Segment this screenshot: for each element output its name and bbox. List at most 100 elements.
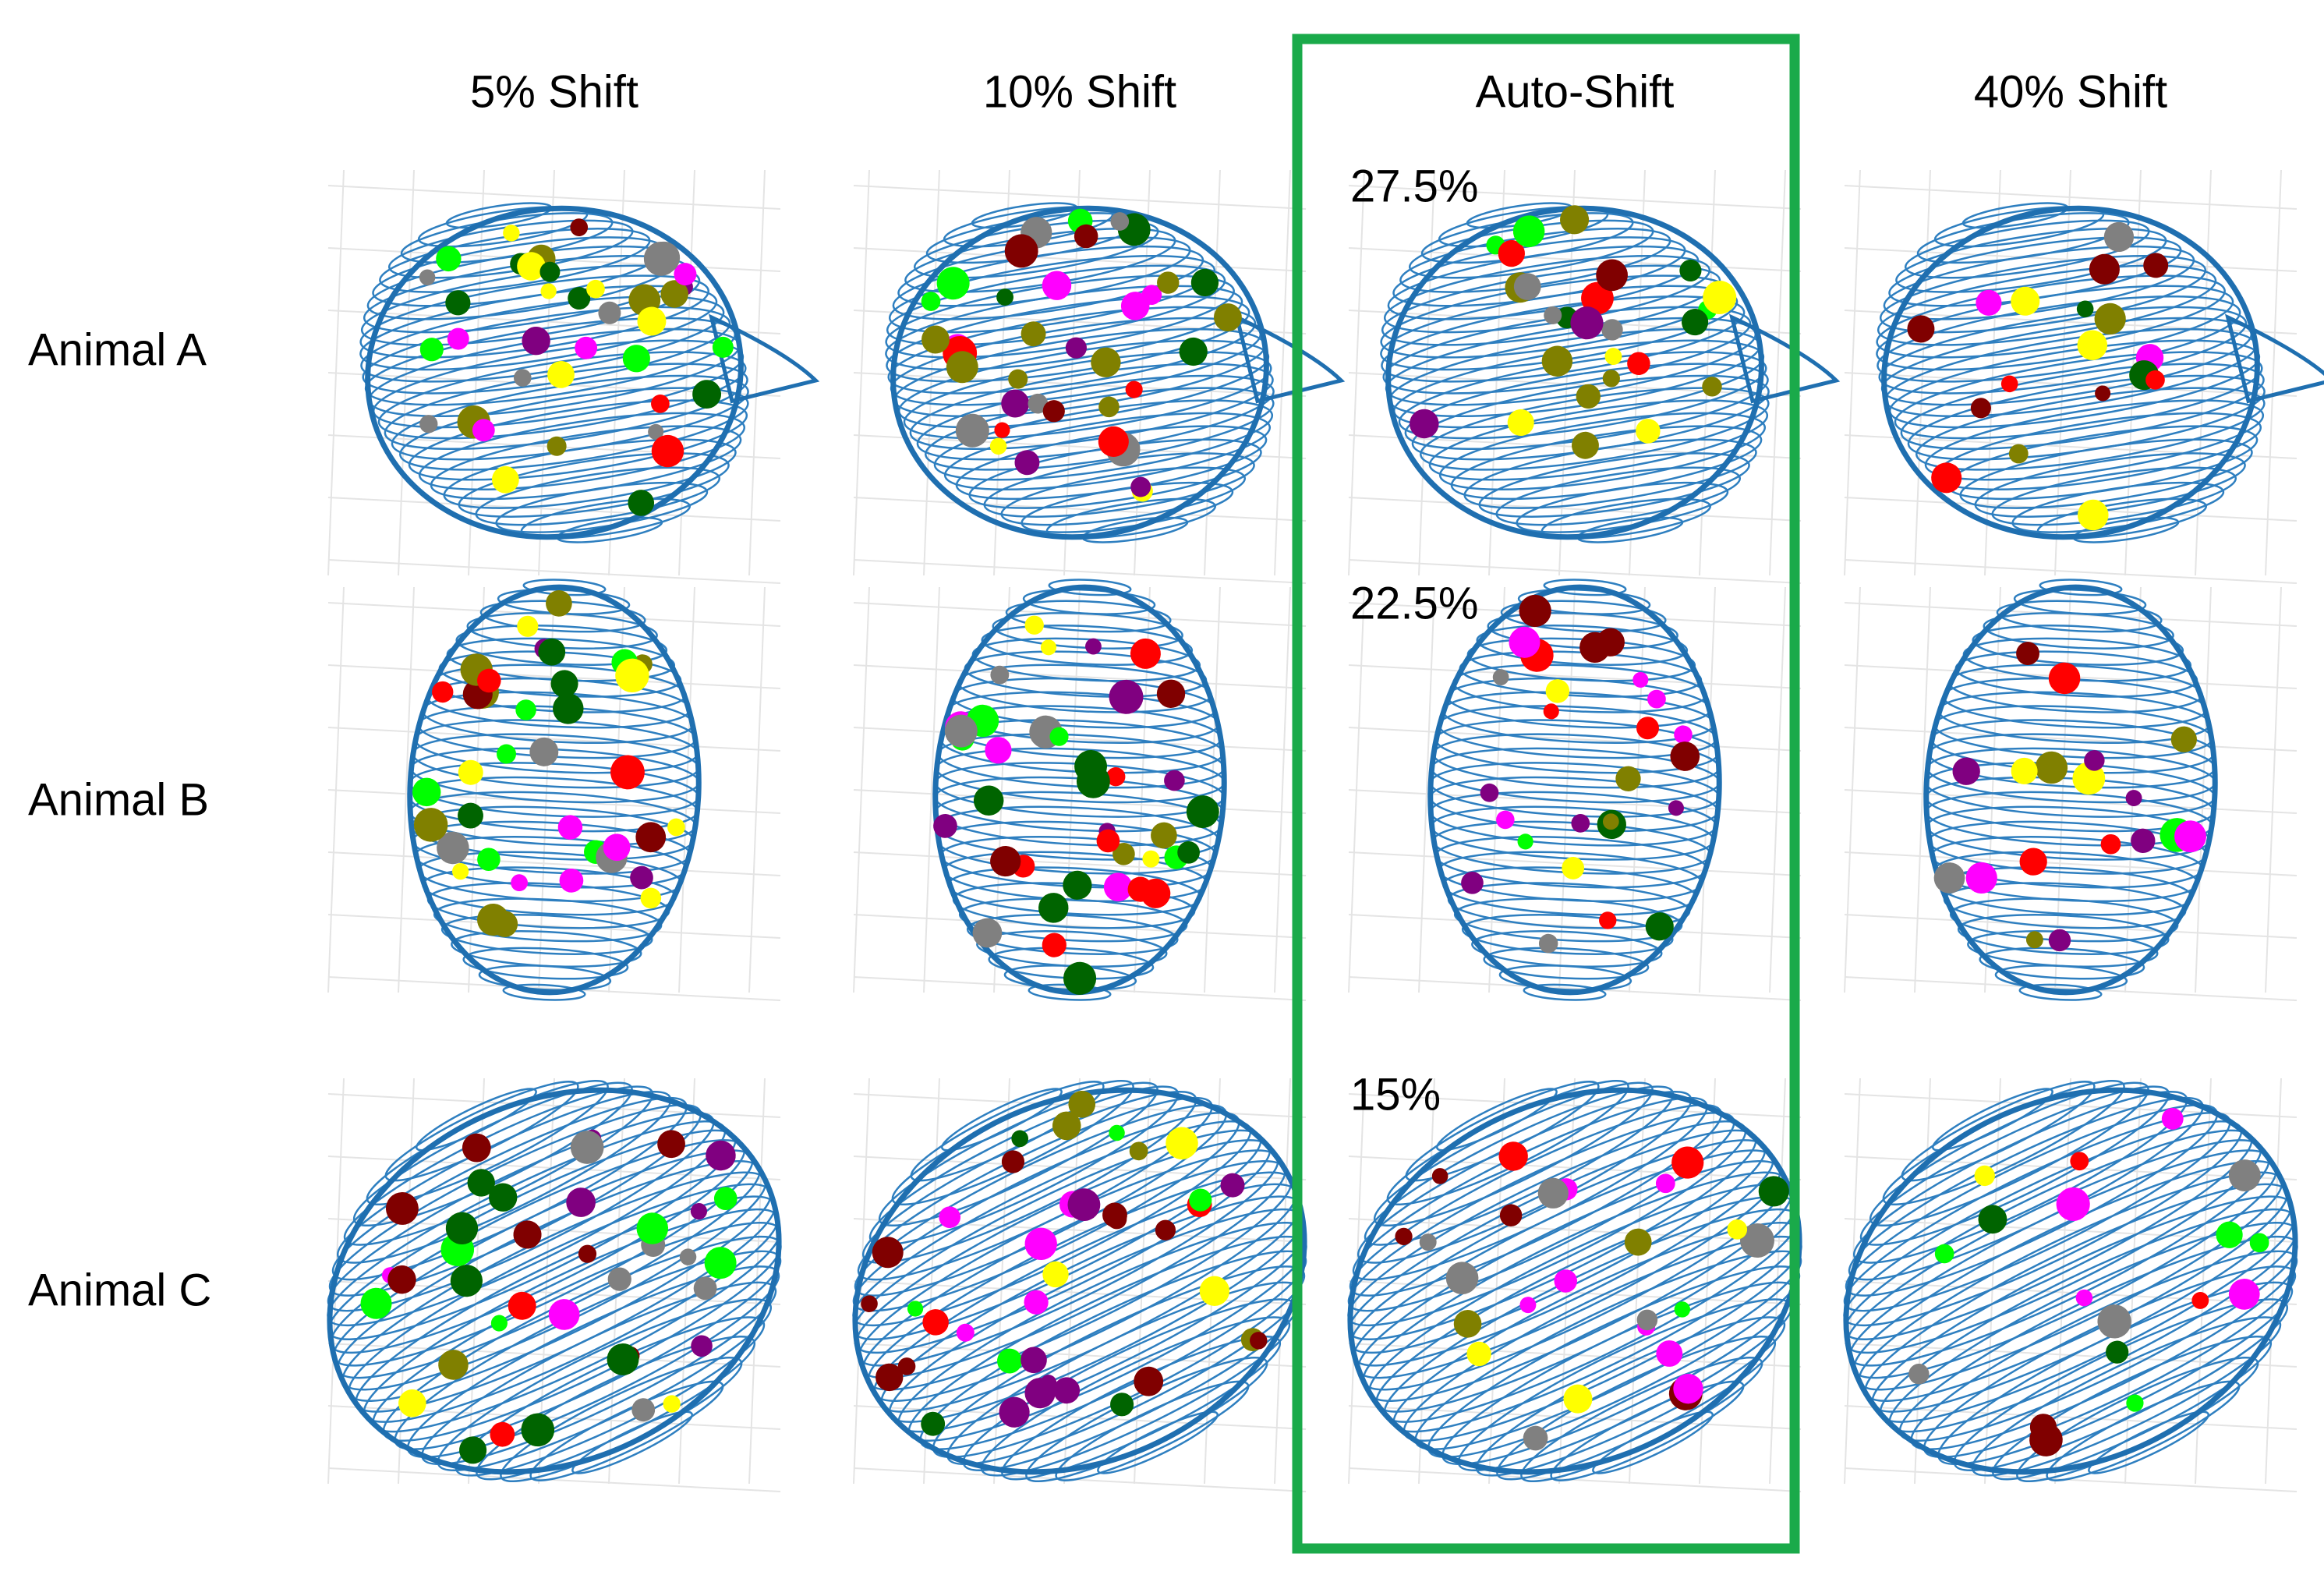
electrode-spot (607, 1343, 639, 1375)
electrode-spot (1179, 337, 1208, 366)
electrode-spot (508, 1291, 536, 1320)
electrode-spot (539, 261, 561, 282)
contour (1983, 612, 2174, 649)
contour (1959, 438, 2253, 509)
electrode-spot (1519, 594, 1551, 628)
contour (1876, 285, 2234, 371)
grid-line (1274, 169, 1291, 576)
contour (571, 1410, 693, 1474)
shift-value: 22.5% (1350, 578, 1478, 628)
contour (1005, 600, 1172, 633)
electrode-spot (989, 437, 1007, 455)
electrode-spot (921, 325, 950, 354)
electrode-spot (1507, 409, 1534, 437)
electrode-spot (521, 1413, 555, 1447)
grid-line (853, 559, 1307, 584)
electrode-spot (503, 225, 520, 242)
highlight-box (1292, 34, 1800, 1554)
contour (520, 497, 692, 540)
electrode-spot (1703, 280, 1737, 314)
electrode-spot (1499, 1204, 1523, 1226)
electrode-spot (1186, 795, 1219, 829)
electrode-spot (875, 1363, 904, 1392)
contour (1879, 254, 2207, 334)
row-label: Animal A (28, 324, 207, 375)
electrode-spot (538, 638, 566, 666)
grid-line (2265, 586, 2282, 993)
electrode-spot (450, 1265, 483, 1297)
contour (418, 412, 746, 491)
contour (409, 762, 700, 818)
grid-line (923, 169, 940, 576)
electrode-spot (1053, 1377, 1081, 1404)
grid-line (1844, 976, 2297, 1001)
electrode-spot (566, 1187, 596, 1217)
grid-line (1844, 185, 2297, 210)
contour (455, 625, 668, 666)
grid-line (1348, 727, 1802, 752)
contour (1483, 947, 1650, 980)
electrode-spot (994, 422, 1010, 438)
grid-line (853, 851, 1307, 876)
contour (943, 412, 1272, 491)
electrode-spot (1655, 1173, 1675, 1194)
contour (2039, 579, 2123, 596)
electrode-spot (1656, 1340, 1683, 1367)
electrode-spot (360, 1287, 392, 1319)
electrode-spot (1213, 303, 1242, 332)
contour (412, 733, 700, 789)
electrode-spot (1596, 259, 1628, 292)
electrode-spot (1602, 813, 1619, 830)
grid-line (1418, 586, 1435, 993)
electrode-spot (1517, 833, 1533, 850)
electrode-spot (477, 848, 501, 871)
electrode-spot (445, 1212, 479, 1244)
electrode-spot (1190, 268, 1219, 297)
electrode-spot (437, 831, 469, 865)
electrode-spot (1103, 872, 1133, 902)
electrode-spot (1419, 1233, 1437, 1251)
row-label: Animal B (28, 774, 209, 825)
electrode-spot (477, 668, 501, 693)
electrode-spot (1461, 872, 1484, 894)
contour (1381, 264, 1721, 346)
electrode-spot (1562, 857, 1585, 879)
electrode-spot (1125, 380, 1143, 398)
contour (1476, 625, 1689, 666)
electrode-spot (922, 1309, 949, 1336)
grid-line (853, 185, 1307, 210)
electrode-spot (550, 670, 578, 698)
electrode-spot (1091, 347, 1121, 377)
grid-line (853, 1218, 1307, 1243)
electrode-spot (557, 815, 583, 840)
electrode-spot (2048, 662, 2081, 695)
contour (1901, 1081, 2096, 1182)
electrode-spot (635, 822, 667, 853)
contour (476, 1335, 756, 1481)
contour (2036, 497, 2208, 540)
contour (887, 306, 1257, 395)
electrode-spot (636, 1212, 669, 1244)
grid-line (1844, 497, 2297, 522)
outline (708, 313, 820, 404)
grid-line (1844, 727, 2297, 752)
mesh (407, 579, 702, 1001)
contour (399, 387, 749, 471)
contour (359, 285, 718, 371)
grid-line (1348, 559, 1802, 584)
row-label: Animal C (28, 1265, 211, 1315)
electrode-spot (1523, 1425, 1548, 1451)
electrode-spot (2075, 1289, 2093, 1307)
contour (1461, 914, 1674, 955)
grid-line (1844, 559, 2297, 584)
grid-line (327, 914, 781, 939)
grid-line (853, 727, 1307, 752)
electrode-spot (2048, 929, 2071, 952)
electrode-spot (2025, 931, 2043, 949)
contour (1924, 399, 2265, 481)
mesh (852, 1079, 1307, 1483)
contour (1463, 438, 1757, 509)
contour (1523, 983, 1607, 1001)
electrode-spot (1453, 1310, 1482, 1338)
